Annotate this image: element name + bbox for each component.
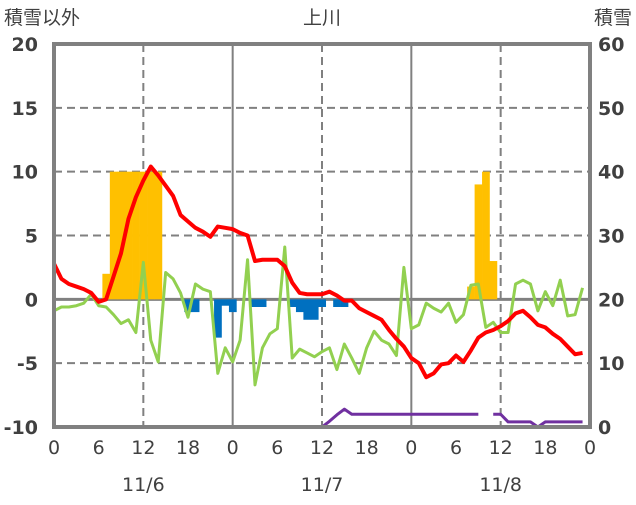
snow-increase-bar <box>124 171 133 300</box>
snow-increase-bar <box>109 171 118 300</box>
snow-decrease-bar <box>318 299 327 307</box>
snow-increase-bar <box>154 171 163 300</box>
right-tick-label: 20 <box>598 289 624 311</box>
x-tick-label: 0 <box>227 437 239 459</box>
left-tick-label: -10 <box>4 417 38 439</box>
snow-decrease-bar <box>184 299 193 313</box>
snow-decrease-bar <box>295 299 304 313</box>
right-tick-label: 40 <box>598 162 624 184</box>
snow-increase-bar <box>102 273 111 300</box>
date-label: 11/8 <box>479 474 522 496</box>
plot-border <box>52 42 592 429</box>
x-tick-label: 18 <box>355 437 379 459</box>
snow-decrease-bar <box>228 299 237 313</box>
left-tick-label: 5 <box>25 226 38 248</box>
snow-decrease-bar <box>191 299 200 313</box>
right-tick-label: 60 <box>598 34 624 56</box>
red-line <box>52 164 583 380</box>
snow-decrease-bar <box>221 299 230 306</box>
left-tick-label: 10 <box>12 162 38 184</box>
snow-increase-bar <box>489 261 498 300</box>
x-tick-label: 0 <box>584 437 596 459</box>
snow-decrease-bar <box>288 299 297 307</box>
snow-increase-bar <box>147 171 155 300</box>
snow-increase-bar <box>117 171 126 300</box>
x-tick-label: 12 <box>131 437 155 459</box>
snow-decrease-bar <box>340 299 349 307</box>
snow-decrease-bar <box>303 299 312 320</box>
snow-decrease-bar <box>258 299 267 307</box>
snow-decrease-bar <box>251 299 260 307</box>
date-label: 11/7 <box>301 474 344 496</box>
left-tick-label: -5 <box>17 353 38 375</box>
x-tick-label: 18 <box>176 437 200 459</box>
x-tick-label: 0 <box>405 437 417 459</box>
right-tick-label: 30 <box>598 226 624 248</box>
x-tick-label: 6 <box>450 437 462 459</box>
left-tick-label: 20 <box>12 34 38 56</box>
right-tick-label: 50 <box>598 98 624 120</box>
left-axis-title: 積雪以外 <box>4 7 80 29</box>
snow-increase-bar <box>482 171 490 300</box>
snow-decrease-bar <box>310 299 319 320</box>
x-tick-label: 6 <box>93 437 105 459</box>
snow-increase-bar <box>132 171 140 300</box>
right-axis-title: 積雪 <box>594 7 632 29</box>
x-tick-label: 6 <box>271 437 283 459</box>
snow-increase-bar <box>467 286 475 300</box>
x-tick-label: 18 <box>533 437 557 459</box>
left-tick-label: 0 <box>25 289 38 311</box>
right-tick-label: 10 <box>598 353 624 375</box>
bars-layer <box>102 171 498 338</box>
snow-increase-bar <box>474 184 483 300</box>
snow-increase-bar <box>139 171 148 300</box>
right-tick-label: 0 <box>598 417 611 439</box>
snow-depth-line <box>54 407 479 429</box>
x-tick-label: 12 <box>489 437 513 459</box>
snow-decrease-bar <box>214 299 222 338</box>
chart-title: 上川 <box>303 7 341 29</box>
left-tick-label: 15 <box>12 98 38 120</box>
x-tick-label: 0 <box>48 437 60 459</box>
green-line <box>53 245 585 387</box>
x-tick-label: 12 <box>310 437 334 459</box>
plot-frame <box>52 42 592 429</box>
snow-decrease-bar <box>333 299 341 307</box>
date-label: 11/6 <box>122 474 165 496</box>
